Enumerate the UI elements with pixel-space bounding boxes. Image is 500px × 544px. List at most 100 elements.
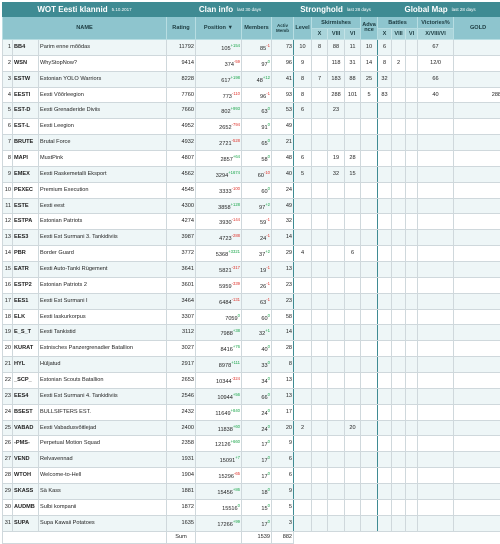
row-index: 9 [3, 166, 13, 182]
gold-cell [454, 71, 500, 87]
rating-cell: 2546 [167, 388, 196, 404]
skirmish-viii-cell [328, 420, 345, 436]
members-change: -1 [266, 233, 270, 238]
level-cell [294, 182, 312, 198]
position-change: -288 [232, 233, 240, 238]
victories-cell [418, 420, 454, 436]
position-change: +840 [231, 408, 240, 413]
battles-vi-cell [406, 166, 418, 182]
advances-cell [361, 515, 378, 531]
battles-vi-cell [406, 151, 418, 167]
active-members-cell: 13 [272, 373, 294, 389]
clan-tag: ELK [13, 309, 39, 325]
victories-cell [418, 452, 454, 468]
victories-cell [418, 357, 454, 373]
members-cell: 59-1 [242, 214, 272, 230]
gold-cell [454, 214, 500, 230]
active-members-cell: 32 [272, 214, 294, 230]
members-change: 0 [268, 376, 270, 381]
battles-vi-cell [406, 357, 418, 373]
members-cell: 85-1 [242, 40, 272, 56]
members-change: +2 [265, 249, 270, 254]
clan-name: Estonian Patriots 2 [39, 277, 167, 293]
active-members-cell: 9 [272, 436, 294, 452]
members-cell: 37+2 [242, 246, 272, 262]
clan-tag: EST-D [13, 103, 39, 119]
battles-vi-cell [406, 55, 418, 71]
position-change: -100 [232, 186, 240, 191]
gold-cell [454, 309, 500, 325]
rating-cell: 3601 [167, 277, 196, 293]
battles-x-cell: 83 [378, 87, 392, 103]
skirmish-viii-cell: 19 [328, 151, 345, 167]
row-index: 4 [3, 87, 13, 103]
row-index: 14 [3, 246, 13, 262]
skirmish-viii-cell [328, 341, 345, 357]
rating-cell: 4562 [167, 166, 196, 182]
members-cell: 660 [242, 388, 272, 404]
skirmish-x-cell [312, 341, 328, 357]
clan-tag: EES1 [13, 293, 39, 309]
skirmish-x-cell [312, 166, 328, 182]
members-cell: 400 [242, 341, 272, 357]
skirmish-x-cell [312, 325, 328, 341]
gold-cell [454, 325, 500, 341]
battles-x-cell [378, 277, 392, 293]
advances-cell [361, 309, 378, 325]
sum-spacer [3, 531, 167, 543]
battles-vi-cell [406, 388, 418, 404]
clan-tag: BB4 [13, 40, 39, 56]
active-members-cell: 96 [272, 55, 294, 71]
battles-vi-cell [406, 436, 418, 452]
advances-cell: 10 [361, 40, 378, 56]
skirmish-vi-cell: 88 [345, 71, 361, 87]
victories-cell: 40 [418, 87, 454, 103]
position-cell: 3858+128 [196, 198, 242, 214]
skirmish-vi-cell [345, 357, 361, 373]
col-battles-vi: VI [406, 29, 418, 40]
level-cell [294, 373, 312, 389]
position-cell: 8416+76 [196, 341, 242, 357]
position-change: -339 [232, 281, 240, 286]
advances-cell [361, 388, 378, 404]
advances-cell [361, 452, 378, 468]
skirmish-vi-cell [345, 198, 361, 214]
victories-cell [418, 515, 454, 531]
members-cell: 970 [242, 55, 272, 71]
victories-cell [418, 119, 454, 135]
victories-cell [418, 103, 454, 119]
rating-cell: 8228 [167, 71, 196, 87]
clan-name: Welcome-to-Hell [39, 468, 167, 484]
active-members-cell: 29 [272, 246, 294, 262]
clan-tag: EST-L [13, 119, 39, 135]
row-index: 21 [3, 357, 13, 373]
level-cell [294, 135, 312, 151]
advances-cell [361, 499, 378, 515]
gold-cell: 288 [454, 87, 500, 103]
rating-cell: 3464 [167, 293, 196, 309]
battles-x-cell [378, 452, 392, 468]
active-members-cell: 53 [272, 103, 294, 119]
position-cell: 105+154 [196, 40, 242, 56]
battles-x-cell [378, 357, 392, 373]
col-position: Position ▼ [196, 17, 242, 40]
active-members-cell: 20 [272, 420, 294, 436]
battles-vi-cell [406, 468, 418, 484]
col-name: NAME [3, 17, 167, 40]
members-cell: 60-10 [242, 166, 272, 182]
members-cell: 170 [242, 515, 272, 531]
skirmish-vi-cell [345, 277, 361, 293]
clan-name: WhyStopNow? [39, 55, 167, 71]
rating-cell: 4952 [167, 119, 196, 135]
col-victories: Victories% [418, 17, 454, 29]
battles-vi-cell [406, 404, 418, 420]
skirmish-x-cell [312, 87, 328, 103]
clan-tag: BRUTE [13, 135, 39, 151]
